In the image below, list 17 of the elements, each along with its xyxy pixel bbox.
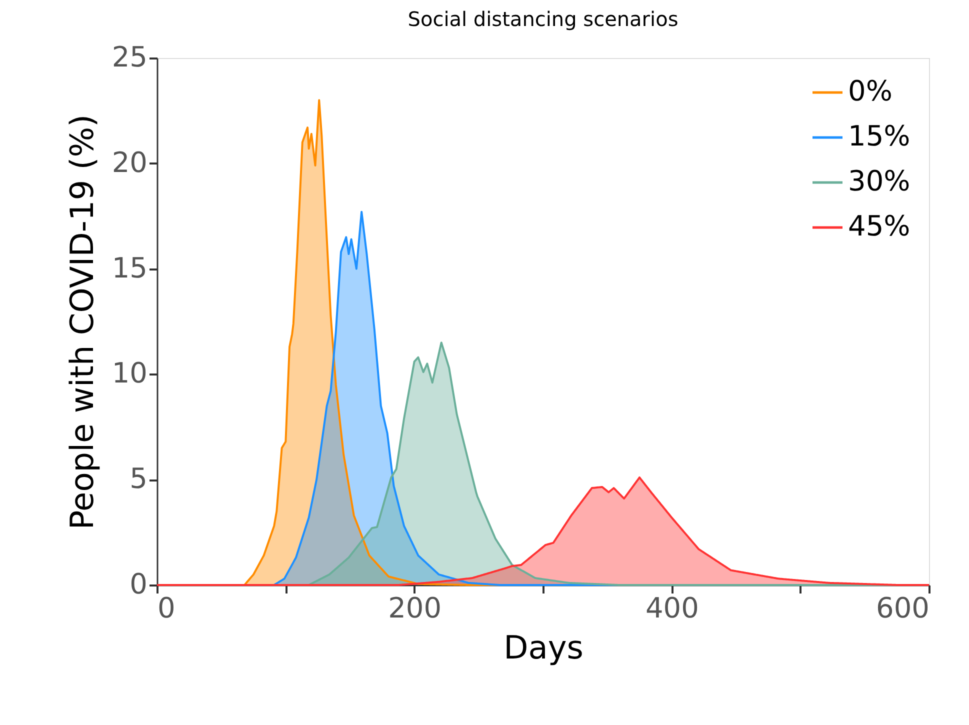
x-tick-label: 0 xyxy=(158,592,176,624)
legend-label: 0% xyxy=(848,74,892,108)
y-tick-label: 20 xyxy=(112,146,148,179)
y-axis-title: People with COVID-19 (%) xyxy=(62,114,101,530)
y-tick-label: 5 xyxy=(130,462,148,496)
y-tick-label: 25 xyxy=(112,40,148,74)
y-tick-label: 10 xyxy=(112,356,148,390)
x-tick-label: 200 xyxy=(388,592,442,624)
y-tick-label: 0 xyxy=(130,568,148,600)
legend-label: 30% xyxy=(848,164,910,198)
x-axis-title: Days xyxy=(504,628,584,666)
legend-label: 15% xyxy=(848,120,910,152)
y-tick-label: 15 xyxy=(112,251,148,284)
chart-title: Social distancing scenarios xyxy=(408,7,678,31)
legend-label: 45% xyxy=(848,210,910,242)
x-tick-label: 600 xyxy=(876,592,930,624)
x-tick-label: 400 xyxy=(645,592,699,624)
